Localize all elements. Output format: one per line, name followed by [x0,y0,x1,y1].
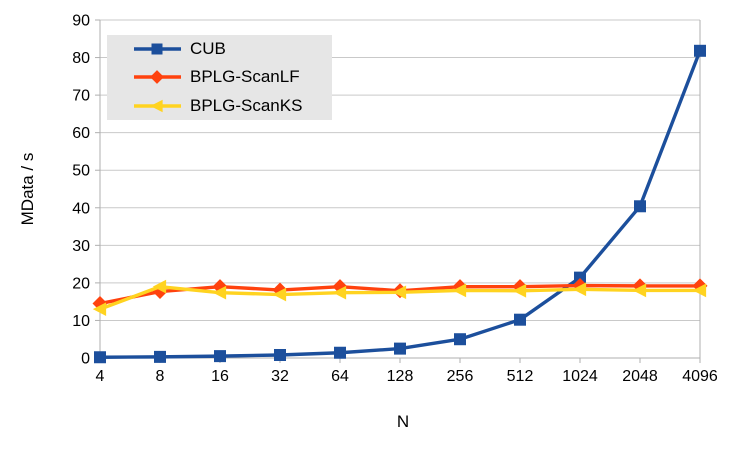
legend-item-bplg-scanks: BPLG-ScanKS [107,96,332,116]
square-marker [334,346,346,359]
triangle-left-marker [572,282,587,297]
legend-label: BPLG-ScanKS [190,95,303,115]
y-tick-label: 60 [72,125,90,142]
triangle-left-marker [692,283,707,298]
x-tick-label: 4096 [682,368,718,385]
legend-item-cub: CUB [107,39,332,59]
square-marker [394,342,406,355]
x-tick-label: 128 [387,368,414,385]
square-marker [694,44,706,57]
triangle-left-marker [512,283,527,298]
chart-legend: CUB BPLG-ScanLF BPLG-ScanKS [107,35,332,120]
y-tick-label: 40 [72,200,90,217]
square-marker [94,351,106,364]
y-axis-title: MData / s [18,152,37,226]
triangle-left-marker [332,285,347,300]
square-marker [151,43,163,55]
y-tick-label: 50 [72,163,90,180]
triangle-left-marker [272,287,287,302]
triangle-left-marker [150,99,163,113]
y-tick-label: 90 [72,13,90,30]
cub-line-marker-icon [134,43,181,55]
x-tick-label: 16 [211,368,229,385]
series-CUB [94,44,706,364]
x-tick-label: 512 [507,368,534,385]
legend-label: CUB [190,39,226,59]
square-marker [634,200,646,213]
y-tick-label: 80 [72,50,90,67]
x-tick-label: 1024 [562,368,598,385]
diamond-marker [150,70,164,85]
legend-item-bplg-scanlf: BPLG-ScanLF [107,67,332,87]
triangle-left-marker [92,302,107,317]
triangle-left-marker [632,283,647,298]
y-tick-label: 10 [72,313,90,330]
square-marker [454,333,466,346]
triangle-left-marker [452,283,467,298]
x-tick-label: 32 [271,368,289,385]
y-tick-label: 20 [72,275,90,292]
x-tick-label: 8 [156,368,165,385]
square-marker [574,271,586,284]
triangle-left-marker [212,285,227,300]
x-tick-label: 64 [331,368,349,385]
x-tick-label: 4 [96,368,105,385]
x-tick-label: 256 [447,368,474,385]
y-tick-label: 0 [81,351,90,368]
square-marker [154,350,166,363]
square-marker [274,348,286,361]
square-marker [214,350,226,363]
square-marker [514,313,526,326]
scanks-line-marker-icon [134,99,181,113]
series-BPLG-ScanKS [92,279,707,317]
y-tick-label: 30 [72,238,90,255]
x-tick-label: 2048 [622,368,658,385]
x-axis-title: N [396,412,410,431]
triangle-left-marker [392,285,407,300]
scanlf-line-marker-icon [134,70,181,85]
y-tick-label: 70 [72,88,90,105]
triangle-left-marker [152,279,167,294]
legend-label: BPLG-ScanLF [190,67,300,87]
